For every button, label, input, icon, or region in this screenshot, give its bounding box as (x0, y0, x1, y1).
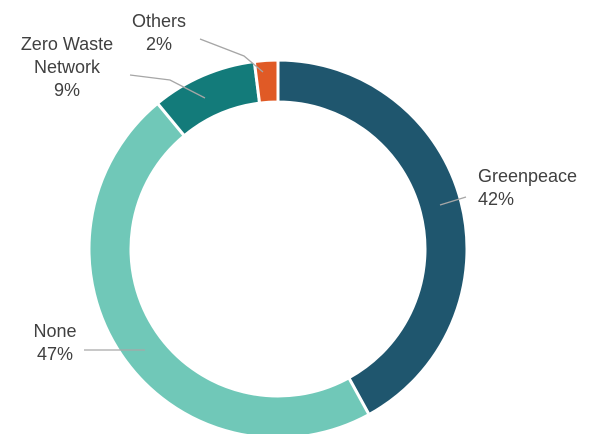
data-label-none: None 47% (33, 321, 76, 364)
leader-line-zero-waste-network (129, 74, 206, 99)
leader-line-others (199, 38, 264, 73)
slice-none (87, 101, 372, 434)
data-label-zero-waste-network: Zero Waste Network 9% (21, 34, 113, 100)
slices (87, 58, 469, 434)
data-label-greenpeace: Greenpeace 42% (478, 166, 577, 209)
data-label-others: Others 2% (132, 11, 186, 54)
leader-lines (84, 38, 467, 351)
leader-line-greenpeace (439, 196, 467, 206)
slice-others (252, 58, 280, 105)
data-labels: Greenpeace 42% None 47% Zero Waste Network 9% O… (21, 11, 577, 364)
slice-greenpeace (276, 58, 469, 417)
